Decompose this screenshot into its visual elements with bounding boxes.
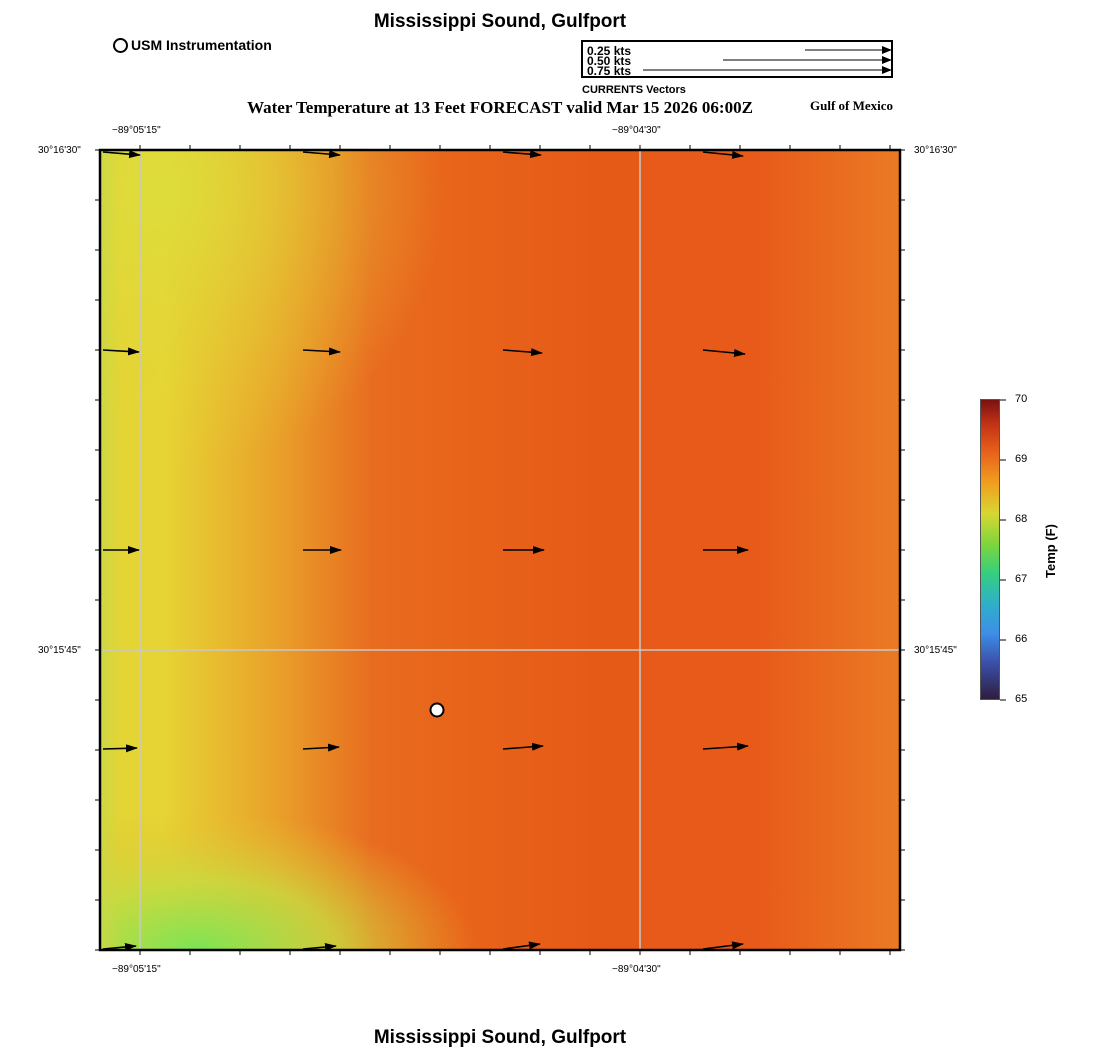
colorbar-ticks [1000,399,1006,701]
current-arrow [702,941,744,950]
current-arrow [702,348,746,357]
map-subtitle: Water Temperature at 13 Feet FORECAST va… [247,98,753,117]
region-label: Gulf of Mexico [810,98,894,113]
current-arrow [302,347,341,356]
vector-legend-arrows [643,46,891,74]
current-arrow [102,744,138,753]
lon-tick-label: −89°04'30" [612,125,661,136]
lat-tick-label: 30°16'30" [914,145,957,156]
colorbar-tick-label: 66 [1015,633,1028,645]
current-arrow [102,943,137,951]
vector-legend-label: 0.50 kts [587,54,632,68]
map-footer-title: Mississippi Sound, Gulfport [373,1027,627,1048]
lat-tick-label: 30°15'45" [914,645,957,656]
usm-instrumentation-legend: USM Instrumentation [113,37,272,53]
current-arrow [502,348,543,357]
colorbar-tick-label: 69 [1015,453,1028,465]
map-title: Mississippi Sound, Gulfport [373,11,627,32]
current-arrow [102,347,140,356]
current-arrow [302,743,340,752]
current-vectors [102,150,749,951]
current-arrow [302,943,337,951]
lon-tick-label: −89°04'30" [612,964,661,975]
colorbar-tick-label: 67 [1015,573,1028,585]
current-arrow [702,150,744,159]
usm-station-marker [429,702,445,718]
colorbar-title: Temp (F) [1043,524,1058,578]
current-arrow [102,150,141,159]
current-arrow [502,941,541,950]
vector-legend-label: 0.75 kts [587,64,632,78]
colorbar-tick-label: 68 [1015,513,1028,525]
vector-legend-label: 0.25 kts [587,44,632,58]
colorbar-tick-label: 65 [1015,693,1028,705]
lat-tick-label: 30°15'45" [38,645,81,656]
station-marker-icon [113,37,128,53]
lon-tick-label: −89°05'15" [112,964,161,975]
colorbar-tick-label: 70 [1015,393,1028,405]
lon-tick-label: −89°05'15" [112,125,161,136]
lat-tick-label: 30°16'30" [38,145,81,156]
current-arrow [502,150,542,159]
current-arrow [502,742,544,751]
temperature-colorbar [980,399,1000,700]
vector-legend-caption: CURRENTS Vectors [582,84,686,96]
current-arrow [302,150,341,159]
usm-legend-label: USM Instrumentation [131,37,272,53]
current-vector-legend: 0.25 kts 0.50 kts 0.75 kts [581,40,893,78]
current-arrow [702,742,749,751]
